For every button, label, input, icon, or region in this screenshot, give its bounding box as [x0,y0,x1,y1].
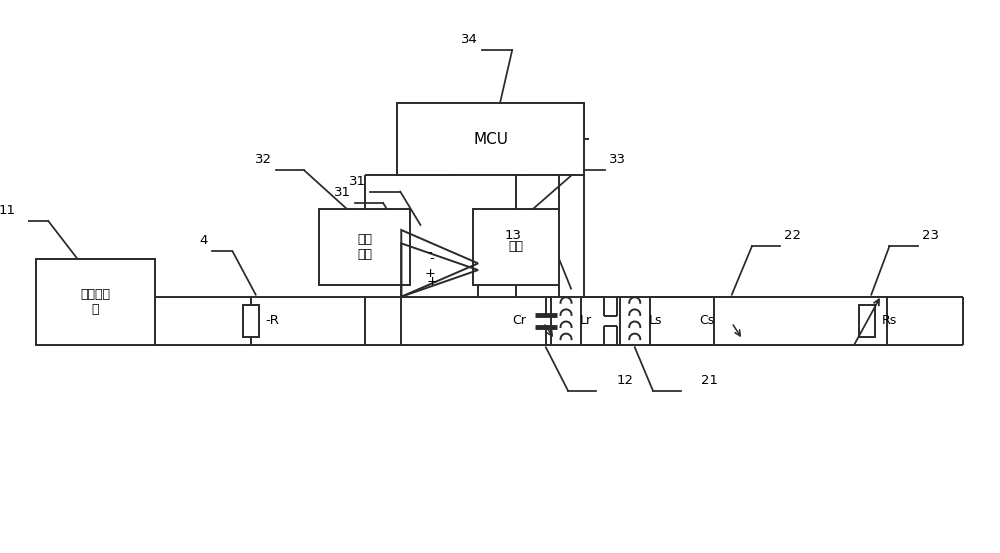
Text: -R: -R [266,315,279,327]
Text: 31: 31 [349,175,366,187]
Text: 23: 23 [922,229,939,242]
Text: MCU: MCU [473,132,508,147]
Text: -: - [428,246,432,259]
Text: +: + [427,275,438,288]
Text: 21: 21 [701,374,718,387]
Bar [473,209,559,285]
Text: 13: 13 [505,229,522,242]
Text: 包络
检波: 包络 检波 [357,233,372,260]
Text: 32: 32 [255,153,272,166]
Bar [36,259,155,345]
Bar [397,103,584,175]
Text: -: - [430,252,434,265]
Text: Rs: Rs [882,315,897,327]
Text: 12: 12 [616,374,633,387]
Text: Cs: Cs [699,315,715,327]
Text: 33: 33 [609,153,626,166]
Text: 31: 31 [334,186,351,199]
Text: 分频: 分频 [508,240,523,253]
Text: Ls: Ls [649,315,662,327]
Text: 信号分析
仪: 信号分析 仪 [81,288,111,316]
Text: Cr: Cr [513,315,527,327]
Text: +: + [425,268,436,280]
Text: 22: 22 [784,229,801,242]
Text: 34: 34 [461,33,478,46]
Bar [319,209,410,285]
Bar [859,305,875,337]
Bar [243,305,259,337]
Text: Lr: Lr [580,315,592,327]
Bar [714,297,887,345]
Text: 4: 4 [200,234,208,247]
Text: 11: 11 [0,204,16,217]
